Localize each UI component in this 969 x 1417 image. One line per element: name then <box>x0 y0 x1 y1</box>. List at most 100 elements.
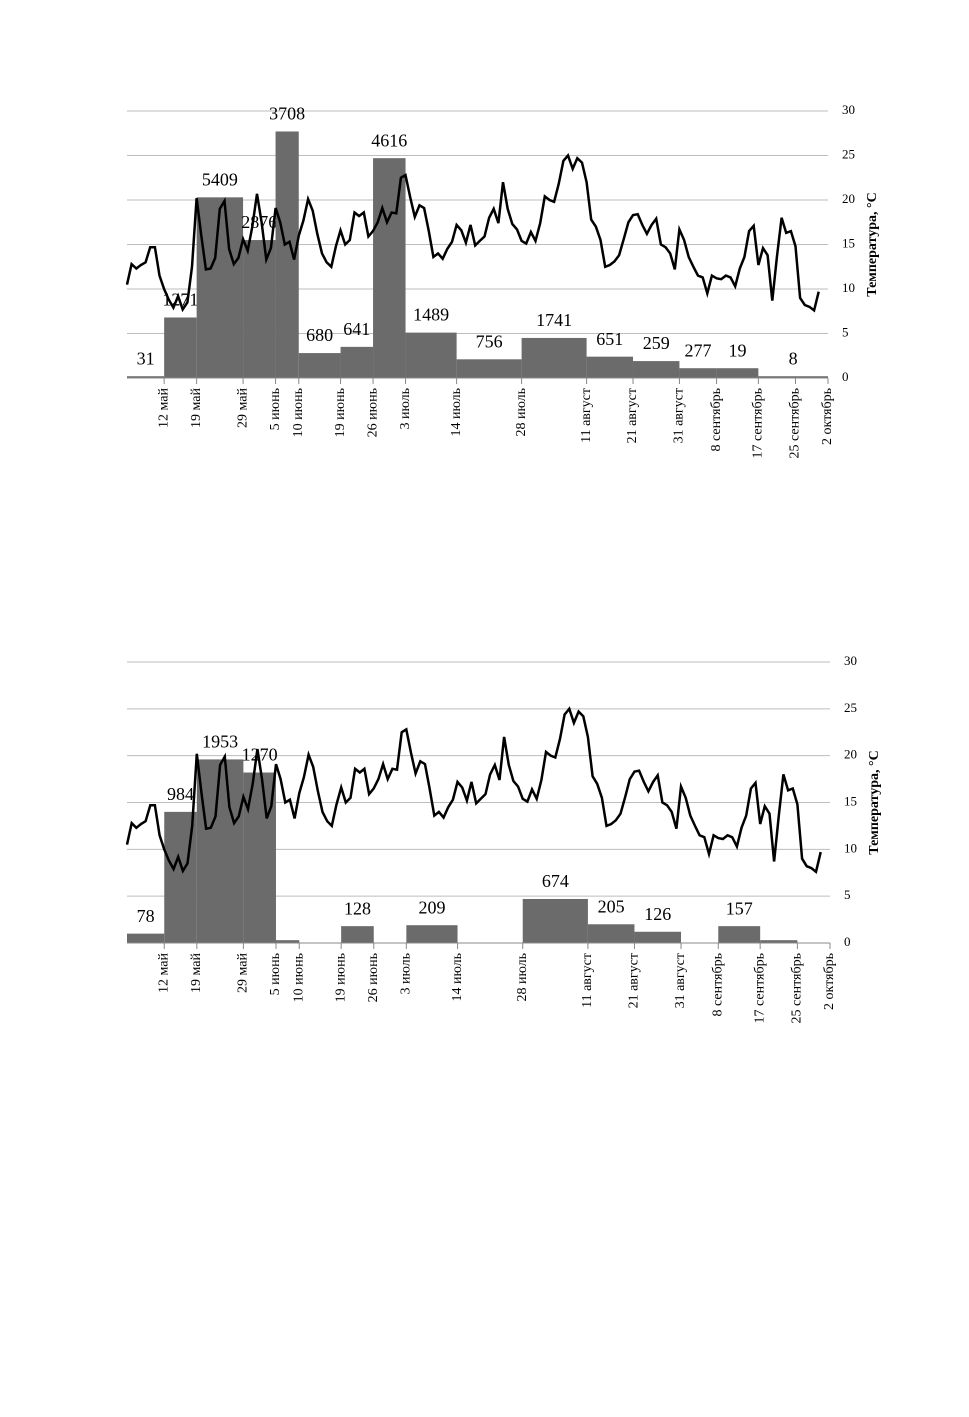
bar-label: 3708 <box>269 104 305 124</box>
bar-label: 31 <box>137 348 155 368</box>
y-tick-label: 15 <box>844 793 857 808</box>
y-tick-label: 30 <box>842 102 855 117</box>
bar-label: 674 <box>542 871 569 891</box>
bar <box>164 317 197 378</box>
x-tick-label: 26 июнь <box>365 388 380 437</box>
bar <box>633 361 680 378</box>
x-tick-label: 12 май <box>156 953 171 993</box>
x-tick-label: 11 август <box>579 388 594 443</box>
y-tick-label: 15 <box>842 235 855 250</box>
y-tick-label: 25 <box>842 146 855 161</box>
y-tick-label: 0 <box>842 369 849 384</box>
bar-label: 2876 <box>241 212 277 232</box>
bar-label: 1489 <box>413 305 449 325</box>
bar-label: 984 <box>167 784 194 804</box>
bar <box>127 376 165 378</box>
bar <box>758 376 828 378</box>
bar <box>196 759 244 943</box>
x-tick-label: 11 август <box>580 953 595 1008</box>
bar-label: 1741 <box>536 310 572 330</box>
x-tick-label: 31 август <box>673 953 688 1008</box>
bar-label: 78 <box>137 906 155 926</box>
y-tick-label: 25 <box>844 700 857 715</box>
x-tick-label: 19 май <box>189 388 204 428</box>
x-tick-label: 2 октябрь <box>822 953 837 1010</box>
x-tick-label: 19 май <box>189 953 204 993</box>
x-tick-label: 17 сентябрь <box>751 388 766 458</box>
x-tick-label: 8 сентябрь <box>709 388 724 451</box>
bar-label: 641 <box>343 319 370 339</box>
bar <box>341 926 374 943</box>
bar <box>340 346 374 378</box>
x-tick-label: 21 август <box>625 388 640 443</box>
bar <box>406 925 458 943</box>
bar-label: 209 <box>418 897 445 917</box>
bar <box>586 356 634 378</box>
bar-label: 277 <box>685 340 712 360</box>
bar-label: 5409 <box>202 169 238 189</box>
y-tick-label: 5 <box>842 324 849 339</box>
bar <box>634 931 682 943</box>
x-tick-label: 25 сентябрь <box>788 388 803 458</box>
x-tick-label: 2 октябрь <box>820 388 835 445</box>
x-tick-label: 25 сентябрь <box>790 953 805 1023</box>
bar-label: 126 <box>644 904 671 924</box>
x-tick-label: 5 июнь <box>268 388 283 430</box>
x-tick-label: 17 сентябрь <box>752 953 767 1023</box>
bar-label: 1953 <box>202 732 238 752</box>
bar-label: 157 <box>726 898 753 918</box>
x-tick-label: 31 август <box>672 388 687 443</box>
x-tick-label: 28 июль <box>515 953 530 1001</box>
x-tick-label: 19 июнь <box>333 388 348 437</box>
x-tick-label: 3 июль <box>398 388 413 429</box>
x-tick-label: 12 май <box>156 388 171 428</box>
bar <box>275 131 299 378</box>
bar <box>373 158 406 378</box>
bar <box>718 926 761 943</box>
x-tick-label: 26 июнь <box>366 953 381 1002</box>
bar <box>243 240 276 378</box>
x-tick-label: 21 август <box>627 953 642 1008</box>
bar-label: 680 <box>306 325 333 345</box>
x-tick-label: 29 май <box>235 388 250 428</box>
bar <box>679 368 717 378</box>
x-tick-label: 14 июль <box>450 953 465 1001</box>
y-axis-title: Температура, °C <box>865 192 880 296</box>
x-tick-label: 10 июнь <box>291 388 306 437</box>
bar <box>522 898 588 943</box>
bar-label: 1270 <box>242 745 278 765</box>
y-tick-label: 20 <box>844 747 857 762</box>
bar <box>587 924 635 943</box>
y-tick-label: 30 <box>844 653 857 668</box>
bar <box>521 337 587 378</box>
y-tick-label: 20 <box>842 191 855 206</box>
bar <box>760 940 798 943</box>
bar <box>298 353 341 378</box>
bar <box>405 332 457 378</box>
x-tick-label: 29 май <box>236 953 251 993</box>
x-tick-label: 3 июль <box>399 953 414 994</box>
bar-label: 259 <box>643 333 670 353</box>
bar-label: 651 <box>596 329 623 349</box>
bar-label: 4616 <box>371 130 407 150</box>
bar-label: 756 <box>476 331 503 351</box>
y-tick-label: 5 <box>844 887 851 902</box>
x-tick-label: 5 июнь <box>268 953 283 995</box>
x-tick-label: 14 июль <box>449 388 464 436</box>
bar-label: 8 <box>789 348 798 368</box>
y-tick-label: 10 <box>842 280 855 295</box>
y-tick-label: 0 <box>844 934 851 949</box>
bar-label: 205 <box>598 896 625 916</box>
x-tick-label: 8 сентябрь <box>710 953 725 1016</box>
x-tick-label: 19 июнь <box>333 953 348 1002</box>
bar <box>275 940 300 943</box>
bar-label: 128 <box>344 898 371 918</box>
y-axis-title: Температура, °C <box>867 750 882 854</box>
x-tick-label: 10 июнь <box>291 953 306 1002</box>
temperature-line <box>125 153 820 313</box>
bar <box>456 359 522 378</box>
bar <box>127 933 165 943</box>
y-tick-label: 10 <box>844 840 857 855</box>
